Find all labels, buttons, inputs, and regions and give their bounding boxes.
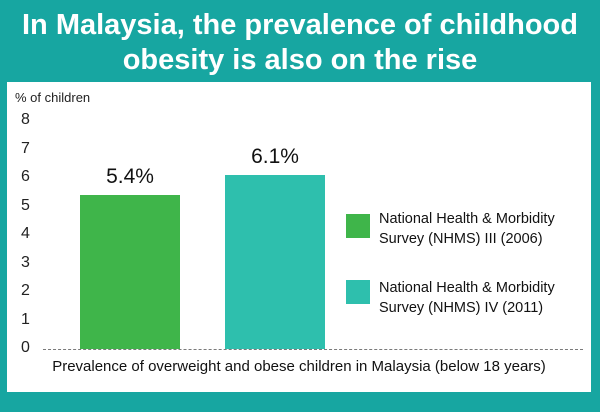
legend-text-line: National Health & Morbidity <box>379 280 555 296</box>
data-label-nhms-iv: 6.1% <box>251 145 299 169</box>
y-tick-label: 4 <box>21 225 30 242</box>
y-tick-label: 7 <box>21 139 30 157</box>
y-tick-label: 8 <box>21 111 30 128</box>
y-tick-label: 1 <box>21 310 30 328</box>
legend-text-line: Survey (NHMS) III (2006) <box>379 231 543 247</box>
title-line-1: In Malaysia, the prevalence of childhood <box>22 9 578 41</box>
chart-title: In Malaysia, the prevalence of childhood… <box>0 8 600 78</box>
legend-entry-nhms-iv: National Health & Morbidity Survey (NHMS… <box>379 278 589 318</box>
y-tick-label: 6 <box>21 168 30 185</box>
bar-nhms-iii <box>80 195 180 349</box>
legend-entry-nhms-iii: National Health & Morbidity Survey (NHMS… <box>379 209 589 249</box>
legend-swatch-nhms-iii <box>346 214 370 238</box>
y-axis-label: % of children <box>15 90 91 105</box>
legend-text-line: National Health & Morbidity <box>379 211 555 227</box>
legend-swatch-nhms-iv <box>346 280 370 304</box>
bar-nhms-iv <box>225 175 325 349</box>
data-label-nhms-iii: 5.4% <box>106 165 154 189</box>
chart-panel: % of children 5.4% 6.1% National Health … <box>7 82 591 392</box>
y-tick-label: 3 <box>21 253 30 271</box>
y-tick-label: 2 <box>21 282 30 299</box>
title-line-2: obesity is also on the rise <box>122 44 478 76</box>
baseline <box>43 349 583 350</box>
y-tick-label: 5 <box>21 196 30 214</box>
y-tick-label: 0 <box>21 339 30 356</box>
legend-text-line: Survey (NHMS) IV (2011) <box>379 300 544 316</box>
x-axis-label: Prevalence of overweight and obese child… <box>52 358 546 375</box>
